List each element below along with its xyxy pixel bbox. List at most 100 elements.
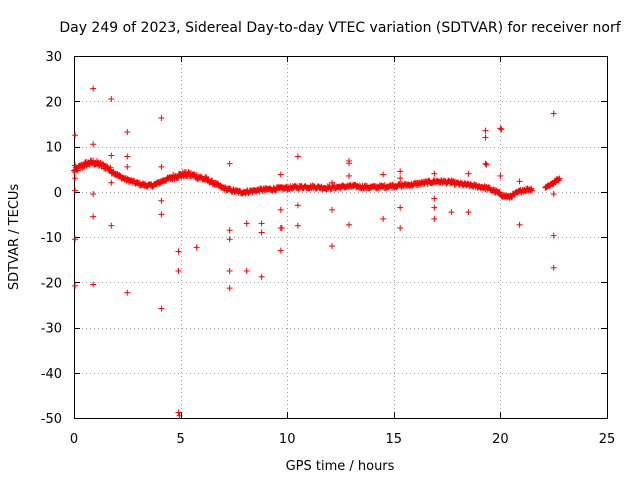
outlier-point xyxy=(175,409,182,416)
x-tick-label: 10 xyxy=(279,432,296,447)
data-point xyxy=(556,175,563,182)
outlier-point xyxy=(465,170,472,177)
data-point xyxy=(100,161,107,168)
grid-lines xyxy=(74,56,607,418)
outlier-point xyxy=(90,191,97,198)
outlier-point xyxy=(226,160,233,167)
outlier-point xyxy=(226,236,233,243)
outlier-point xyxy=(226,285,233,292)
outlier-point xyxy=(108,152,115,159)
x-tick-label: 15 xyxy=(386,432,403,447)
x-tick-label: 20 xyxy=(492,432,509,447)
data-point xyxy=(181,173,188,180)
outlier-point xyxy=(90,85,97,92)
outlier-point xyxy=(431,195,438,202)
outlier-point xyxy=(72,187,79,194)
outlier-point xyxy=(550,232,557,239)
y-tick-label: 30 xyxy=(45,50,62,65)
outlier-point xyxy=(243,220,250,227)
data-points xyxy=(71,85,563,419)
outlier-point xyxy=(482,127,489,134)
y-tick-label: -20 xyxy=(41,276,62,291)
outlier-point xyxy=(482,134,489,141)
outlier-point xyxy=(294,202,301,209)
outlier-point xyxy=(90,213,97,220)
y-tick-label: -50 xyxy=(41,412,62,427)
x-axis-label: GPS time / hours xyxy=(286,459,395,474)
outlier-point xyxy=(482,160,489,167)
outlier-point xyxy=(158,114,165,121)
data-point xyxy=(555,176,562,183)
outlier-point xyxy=(158,197,165,204)
outlier-point xyxy=(158,305,165,312)
outlier-point xyxy=(465,209,472,216)
outlier-point xyxy=(258,229,265,236)
outlier-point xyxy=(277,247,284,254)
data-point xyxy=(185,168,192,175)
y-tick-label: 20 xyxy=(45,95,62,110)
data-point xyxy=(90,157,97,164)
outlier-point xyxy=(90,141,97,148)
outlier-point xyxy=(193,244,200,251)
outlier-point xyxy=(294,222,301,229)
x-axis-tick-labels: 0 5 10 15 20 25 xyxy=(70,432,615,447)
outlier-point xyxy=(431,215,438,222)
outlier-point xyxy=(483,161,490,168)
outlier-point xyxy=(175,248,182,255)
outlier-point xyxy=(346,221,353,228)
outlier-point xyxy=(497,125,504,132)
outlier-point xyxy=(328,206,335,213)
outlier-point xyxy=(72,132,79,139)
outlier-point xyxy=(397,224,404,231)
outlier-point xyxy=(72,175,79,182)
outlier-point xyxy=(90,281,97,288)
data-point xyxy=(74,167,81,174)
data-point xyxy=(496,189,503,196)
outlier-point xyxy=(277,206,284,213)
data-point xyxy=(528,187,535,194)
outlier-point xyxy=(243,267,250,274)
outlier-point xyxy=(294,153,301,160)
y-tick-label: 10 xyxy=(45,141,62,156)
outlier-point xyxy=(258,273,265,280)
outlier-point xyxy=(397,168,404,175)
outlier-point xyxy=(397,175,404,182)
y-tick-label: -40 xyxy=(41,367,62,382)
outlier-point xyxy=(158,211,165,218)
y-tick-label: -30 xyxy=(41,322,62,337)
outlier-point xyxy=(328,243,335,250)
outlier-point xyxy=(346,160,353,167)
outlier-point xyxy=(497,172,504,179)
data-point xyxy=(81,163,88,170)
outlier-point xyxy=(380,215,387,222)
y-axis-tick-labels: 30 20 10 0 -10 -20 -30 -40 -50 xyxy=(41,50,62,427)
outlier-point xyxy=(108,179,115,186)
outlier-point xyxy=(397,204,404,211)
outlier-point xyxy=(124,129,131,136)
outlier-point xyxy=(124,163,131,170)
outlier-point xyxy=(108,95,115,102)
outlier-point xyxy=(550,191,557,198)
outlier-point xyxy=(175,267,182,274)
outlier-point xyxy=(158,163,165,170)
outlier-point xyxy=(278,224,285,231)
data-point xyxy=(527,186,534,193)
outlier-point xyxy=(448,209,455,216)
outlier-point xyxy=(448,177,455,184)
outlier-point xyxy=(328,179,335,186)
chart-title: Day 249 of 2023, Sidereal Day-to-day VTE… xyxy=(59,20,621,36)
outlier-point xyxy=(124,153,131,160)
outlier-point xyxy=(516,221,523,228)
outlier-point xyxy=(431,170,438,177)
outlier-point xyxy=(176,412,183,419)
x-tick-label: 5 xyxy=(176,432,184,447)
outlier-point xyxy=(72,282,79,289)
x-tick-label: 25 xyxy=(599,432,616,447)
outlier-point xyxy=(516,178,523,185)
outlier-point xyxy=(108,222,115,229)
outlier-point xyxy=(226,227,233,234)
y-tick-label: 0 xyxy=(54,186,62,201)
outlier-point xyxy=(380,171,387,178)
outlier-point xyxy=(498,126,505,133)
